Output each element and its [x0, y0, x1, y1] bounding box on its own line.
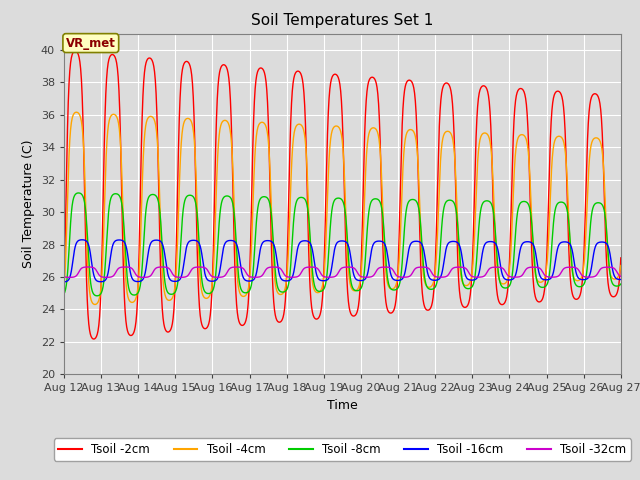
Tsoil -32cm [65, 275, 73, 280]
Tsoil -8cm [247, 284, 255, 290]
Tsoil -8cm [429, 286, 437, 292]
Tsoil -16cm [78, 237, 86, 243]
Tsoil -32cm [84, 264, 92, 270]
Line: Tsoil -4cm: Tsoil -4cm [64, 112, 621, 304]
Tsoil -4cm [72, 109, 80, 115]
Tsoil -32cm [502, 270, 510, 276]
Tsoil -32cm [429, 273, 437, 278]
Title: Soil Temperatures Set 1: Soil Temperatures Set 1 [252, 13, 433, 28]
Tsoil -16cm [184, 240, 192, 246]
Tsoil -8cm [552, 206, 559, 212]
Tsoil -32cm [552, 274, 559, 280]
Tsoil -2cm [90, 336, 98, 342]
Tsoil -32cm [172, 274, 179, 279]
Tsoil -32cm [185, 272, 193, 277]
Tsoil -32cm [247, 274, 255, 280]
Tsoil -8cm [93, 293, 100, 299]
Tsoil -16cm [502, 276, 509, 282]
Tsoil -2cm [60, 283, 68, 289]
Tsoil -4cm [502, 279, 510, 285]
Tsoil -2cm [172, 285, 179, 291]
Tsoil -2cm [247, 228, 255, 233]
Tsoil -8cm [74, 190, 82, 196]
Tsoil -32cm [617, 274, 625, 279]
Tsoil -16cm [246, 278, 254, 284]
Tsoil -2cm [552, 90, 559, 96]
Tsoil -8cm [617, 281, 625, 287]
Tsoil -4cm [185, 116, 193, 121]
Tsoil -2cm [185, 60, 193, 66]
Line: Tsoil -8cm: Tsoil -8cm [64, 193, 621, 296]
Tsoil -4cm [552, 136, 559, 142]
Tsoil -4cm [60, 285, 68, 290]
Tsoil -8cm [502, 285, 510, 291]
X-axis label: Time: Time [327, 399, 358, 412]
Tsoil -8cm [172, 289, 179, 295]
Line: Tsoil -16cm: Tsoil -16cm [64, 240, 621, 282]
Tsoil -2cm [429, 291, 437, 297]
Tsoil -16cm [429, 277, 437, 283]
Tsoil -2cm [72, 48, 79, 54]
Tsoil -2cm [502, 296, 510, 301]
Y-axis label: Soil Temperature (C): Soil Temperature (C) [22, 140, 35, 268]
Legend: Tsoil -2cm, Tsoil -4cm, Tsoil -8cm, Tsoil -16cm, Tsoil -32cm: Tsoil -2cm, Tsoil -4cm, Tsoil -8cm, Tsoi… [54, 438, 631, 461]
Tsoil -16cm [617, 276, 625, 282]
Line: Tsoil -2cm: Tsoil -2cm [64, 51, 621, 339]
Tsoil -4cm [429, 279, 437, 285]
Line: Tsoil -32cm: Tsoil -32cm [64, 267, 621, 277]
Tsoil -16cm [551, 261, 559, 266]
Tsoil -4cm [91, 301, 99, 307]
Tsoil -4cm [247, 258, 255, 264]
Tsoil -8cm [60, 291, 68, 297]
Tsoil -16cm [60, 279, 68, 285]
Tsoil -16cm [171, 278, 179, 284]
Text: VR_met: VR_met [66, 36, 116, 49]
Tsoil -4cm [172, 283, 179, 288]
Tsoil -8cm [185, 192, 193, 198]
Tsoil -4cm [617, 263, 625, 268]
Tsoil -32cm [60, 274, 68, 279]
Tsoil -2cm [617, 255, 625, 261]
